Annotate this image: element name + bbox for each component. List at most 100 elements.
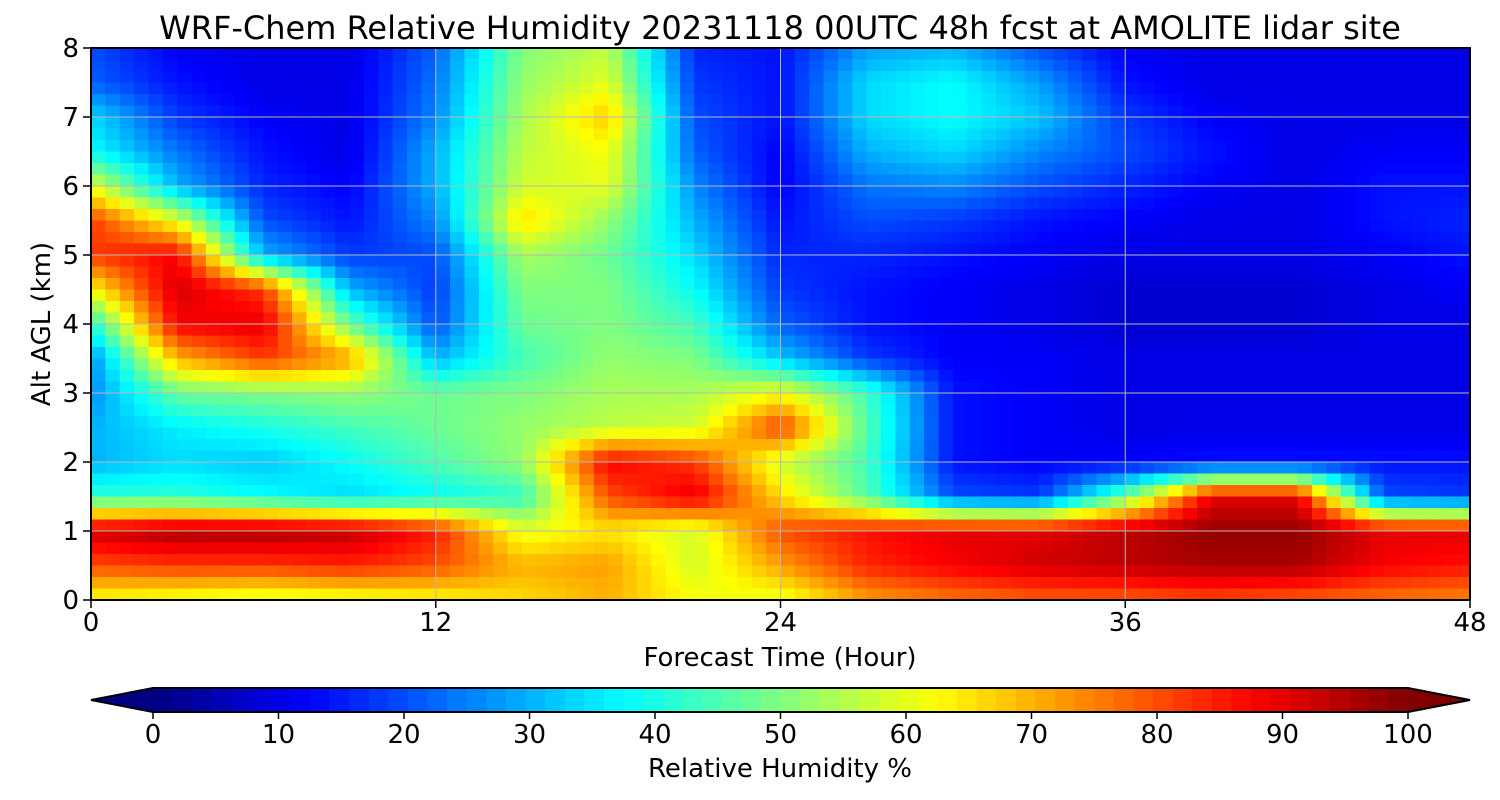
heatmap-cell: [1039, 370, 1055, 383]
heatmap-cell: [809, 508, 825, 521]
heatmap-cell: [1211, 335, 1227, 348]
heatmap-cell: [349, 312, 365, 325]
heatmap-cell: [766, 531, 782, 544]
heatmap-cell: [1024, 105, 1040, 118]
heatmap-cell: [1024, 266, 1040, 279]
heatmap-cell: [1355, 278, 1371, 291]
heatmap-cell: [1441, 393, 1457, 406]
heatmap-cell: [507, 151, 523, 164]
heatmap-cell: [1412, 462, 1428, 475]
heatmap-cell: [852, 473, 868, 486]
heatmap-cell: [1053, 278, 1069, 291]
heatmap-cell: [952, 462, 968, 475]
heatmap-cell: [177, 117, 193, 130]
heatmap-cell: [723, 209, 738, 222]
heatmap-cell: [1225, 416, 1241, 429]
heatmap-cell: [837, 496, 853, 509]
heatmap-cell: [1053, 462, 1069, 475]
heatmap-cell: [938, 289, 954, 302]
heatmap-cell: [493, 186, 509, 199]
heatmap-cell: [464, 82, 480, 95]
heatmap-cell: [1297, 140, 1313, 153]
heatmap-cell: [866, 462, 882, 475]
heatmap-cell: [1168, 531, 1184, 544]
heatmap-cell: [435, 209, 451, 222]
heatmap-cell: [737, 59, 753, 72]
heatmap-cell: [636, 301, 652, 314]
heatmap-cell: [1153, 588, 1169, 601]
heatmap-cell: [177, 105, 193, 118]
heatmap-cell: [306, 140, 322, 153]
heatmap-cell: [1225, 209, 1241, 222]
heatmap-cell: [1383, 151, 1399, 164]
heatmap-cell: [478, 473, 494, 486]
heatmap-cell: [751, 243, 767, 256]
heatmap-cell: [1182, 174, 1198, 187]
heatmap-cell: [751, 485, 767, 498]
heatmap-cell: [220, 450, 236, 463]
heatmap-cell: [952, 358, 968, 371]
heatmap-cell: [91, 220, 106, 233]
heatmap-cell: [177, 140, 193, 153]
heatmap-cell: [866, 416, 882, 429]
heatmap-cell: [1297, 577, 1313, 590]
heatmap-cell: [1311, 588, 1327, 601]
heatmap-cell: [493, 393, 509, 406]
heatmap-cell: [320, 542, 336, 555]
heatmap-cell: [995, 473, 1011, 486]
heatmap-cell: [1355, 186, 1371, 199]
heatmap-cell: [478, 439, 494, 452]
heatmap-cell: [579, 163, 595, 176]
heatmap-cell: [1254, 588, 1270, 601]
heatmap-cell: [723, 243, 738, 256]
heatmap-cell: [1225, 220, 1241, 233]
heatmap-cell: [981, 289, 997, 302]
heatmap-cell: [1441, 163, 1457, 176]
heatmap-cell: [105, 243, 121, 256]
heatmap-cell: [809, 174, 825, 187]
heatmap-cell: [593, 427, 609, 440]
heatmap-cell: [1254, 531, 1270, 544]
heatmap-cell: [119, 416, 135, 429]
heatmap-cell: [392, 174, 408, 187]
heatmap-cell: [924, 232, 940, 245]
heatmap-cell: [622, 496, 638, 509]
heatmap-cell: [378, 358, 394, 371]
heatmap-cell: [134, 220, 150, 233]
heatmap-cell: [1125, 485, 1141, 498]
heatmap-cell: [1326, 393, 1342, 406]
heatmap-cell: [1311, 186, 1327, 199]
heatmap-cell: [162, 71, 178, 84]
heatmap-cell: [1153, 151, 1169, 164]
heatmap-cell: [1197, 439, 1213, 452]
heatmap-cell: [1125, 508, 1141, 521]
heatmap-cell: [234, 370, 250, 383]
heatmap-cell: [507, 289, 523, 302]
heatmap-cell: [924, 266, 940, 279]
heatmap-cell: [407, 370, 422, 383]
heatmap-cell: [378, 554, 394, 567]
heatmap-cell: [924, 220, 940, 233]
heatmap-cell: [593, 508, 609, 521]
heatmap-cell: [1254, 289, 1270, 302]
heatmap-cell: [1197, 312, 1213, 325]
heatmap-cell: [421, 439, 437, 452]
heatmap-cell: [837, 427, 853, 440]
heatmap-cell: [306, 151, 322, 164]
heatmap-cell: [608, 462, 624, 475]
heatmap-cell: [1326, 151, 1342, 164]
heatmap-cell: [292, 473, 308, 486]
heatmap-cell: [938, 105, 954, 118]
heatmap-cell: [565, 289, 580, 302]
colorbar-tick-label: 10: [262, 720, 295, 750]
heatmap-cell: [981, 347, 997, 360]
heatmap-cell: [1240, 450, 1256, 463]
heatmap-cell: [277, 312, 293, 325]
heatmap-cell: [1168, 554, 1184, 567]
heatmap-cell: [435, 496, 451, 509]
heatmap-cell: [263, 117, 279, 130]
heatmap-cell: [608, 335, 624, 348]
heatmap-cell: [708, 186, 724, 199]
heatmap-cell: [1139, 82, 1155, 95]
heatmap-cell: [1082, 450, 1098, 463]
